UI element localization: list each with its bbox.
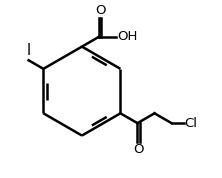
Text: O: O xyxy=(133,143,144,156)
Text: O: O xyxy=(95,4,105,17)
Text: I: I xyxy=(26,43,31,58)
Text: OH: OH xyxy=(117,30,137,43)
Text: Cl: Cl xyxy=(184,117,197,130)
